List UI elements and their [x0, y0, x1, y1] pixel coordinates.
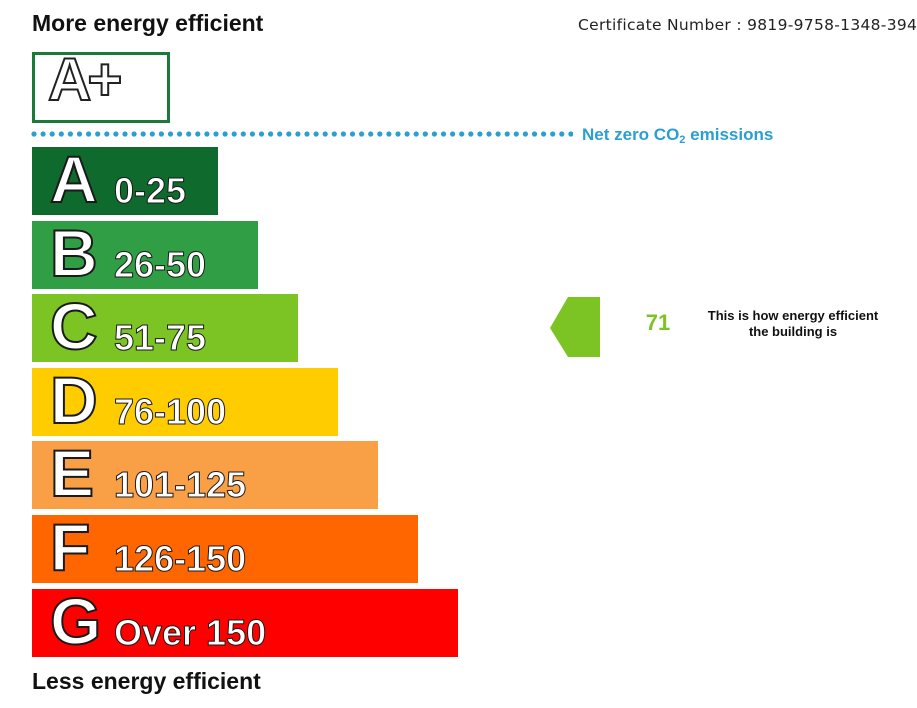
dot	[331, 131, 337, 137]
dot	[304, 131, 310, 137]
dot	[213, 131, 219, 137]
dot	[240, 131, 246, 137]
dot	[431, 131, 437, 137]
current-rating-arrow	[550, 297, 600, 357]
dot	[76, 131, 83, 137]
dot	[513, 131, 519, 137]
dot	[313, 131, 319, 137]
band-a-range: 0-25	[113, 170, 187, 212]
a-plus-rating-box	[32, 52, 170, 123]
band-a: A 0-25	[32, 142, 218, 216]
dot	[277, 131, 283, 137]
dot	[186, 131, 192, 137]
dot	[204, 131, 210, 137]
dot	[122, 131, 128, 137]
dot	[177, 131, 183, 137]
band-g-range: Over 150	[113, 611, 267, 653]
dot	[440, 131, 447, 137]
dot	[86, 131, 92, 137]
dot	[531, 131, 538, 137]
dot	[413, 131, 419, 137]
dot	[286, 131, 292, 137]
dot	[104, 131, 110, 137]
certificate-number: Certificate Number : 9819-9758-1348-394	[578, 16, 917, 34]
band-d-letter: D	[49, 362, 99, 437]
dot	[450, 131, 456, 137]
dot	[49, 131, 55, 137]
dot	[550, 131, 556, 137]
band-f: F 126-150	[32, 510, 418, 584]
dot	[486, 131, 492, 137]
dot	[140, 131, 146, 137]
more-energy-efficient-label: More energy efficient	[32, 10, 264, 36]
band-e-letter: E	[49, 436, 95, 511]
dot	[158, 131, 164, 137]
band-g-letter: G	[49, 583, 102, 658]
net-zero-subscript: 2	[679, 134, 686, 146]
dot	[295, 131, 301, 137]
band-e: E 101-125	[32, 436, 378, 510]
band-f-range: 126-150	[113, 538, 247, 580]
dot	[195, 131, 201, 137]
dot	[40, 131, 46, 137]
dot	[167, 131, 174, 137]
dot	[131, 131, 137, 137]
dot	[568, 131, 573, 137]
dot	[31, 131, 37, 137]
dot	[541, 131, 547, 137]
dot	[377, 131, 383, 137]
dot	[113, 131, 119, 137]
dot	[231, 131, 237, 137]
band-d: D 76-100	[32, 363, 338, 437]
dot	[395, 131, 401, 137]
dot	[67, 131, 73, 137]
rating-caption: This is how energy efficient the buildin…	[707, 308, 879, 339]
dot	[268, 131, 274, 137]
dot	[359, 131, 365, 137]
dot	[422, 131, 428, 137]
band-b-letter: B	[49, 215, 99, 290]
dot	[95, 131, 101, 137]
band-f-letter: F	[49, 510, 91, 584]
band-e-range: 101-125	[113, 464, 247, 506]
dot	[322, 131, 328, 137]
band-c: C 51-75	[32, 289, 298, 363]
less-energy-efficient-label: Less energy efficient	[32, 668, 261, 694]
band-g: G Over 150	[32, 584, 458, 658]
dot	[349, 131, 356, 137]
dot	[468, 131, 474, 137]
dot	[258, 131, 265, 137]
dot	[222, 131, 228, 137]
band-c-range: 51-75	[113, 317, 207, 359]
a-plus-rating-label: A+	[47, 46, 123, 113]
net-zero-prefix: Net zero CO	[582, 125, 680, 144]
dot	[404, 131, 410, 137]
dot	[149, 131, 155, 137]
band-c-letter: C	[49, 289, 99, 364]
net-zero-label: Net zero CO2 emissions	[582, 125, 774, 146]
dot	[559, 131, 565, 137]
dot	[340, 131, 346, 137]
dot	[58, 131, 64, 137]
dot	[459, 131, 465, 137]
net-zero-suffix: emissions	[685, 125, 774, 144]
dot	[522, 131, 528, 137]
dot	[368, 131, 374, 137]
dot	[504, 131, 510, 137]
band-b-range: 26-50	[113, 243, 207, 285]
band-d-range: 76-100	[113, 390, 227, 432]
dot	[386, 131, 392, 137]
current-rating-arrow-shape	[550, 297, 600, 357]
dot	[495, 131, 501, 137]
current-rating-value: 71	[645, 310, 671, 335]
band-b: B 26-50	[32, 216, 258, 290]
dot	[249, 131, 255, 137]
band-a-letter: A	[49, 142, 99, 216]
net-zero-dotted-line	[31, 131, 573, 137]
dot	[477, 131, 483, 137]
